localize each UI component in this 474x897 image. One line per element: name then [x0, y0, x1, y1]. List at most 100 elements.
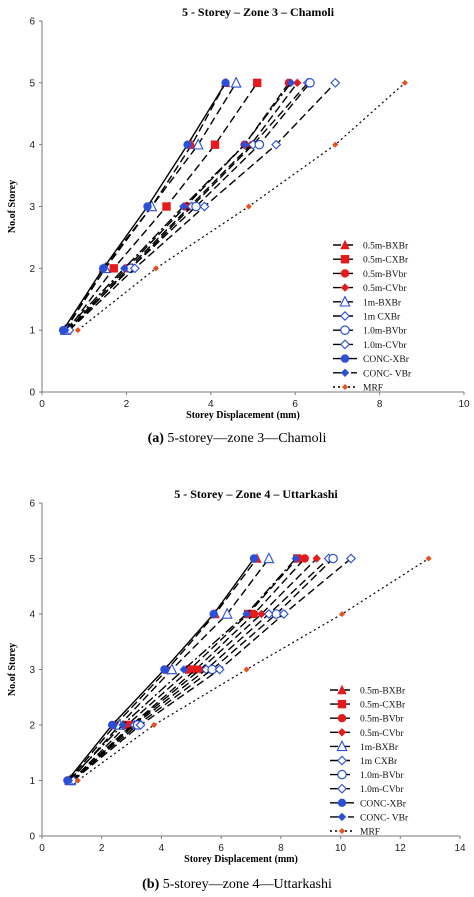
x-tick-label: 4 [159, 843, 165, 854]
legend-marker [339, 295, 351, 307]
legend-label: CONC-XBr [360, 799, 407, 809]
data-point [243, 666, 250, 673]
data-point [305, 78, 315, 88]
data-point [122, 720, 132, 730]
y-tick-label: 2 [29, 721, 35, 732]
x-tick-label: 8 [278, 843, 284, 854]
caption-a: (a) 5-storey—zone 3—Chamoli [147, 431, 327, 446]
data-point [249, 554, 259, 563]
data-point [286, 78, 296, 88]
x-tick-label: 4 [208, 399, 214, 410]
legend-label: 1m CXBr [363, 313, 401, 323]
data-point [312, 554, 321, 563]
x-tick-label: 0 [39, 399, 45, 410]
x-tick-label: 12 [395, 843, 407, 854]
x-tick-label: 2 [124, 399, 130, 410]
data-point [249, 609, 259, 619]
series-7 [68, 553, 356, 786]
x-axis-label: Storey Displacement (mm) [186, 410, 300, 421]
legend-marker [340, 269, 350, 278]
legend-marker [337, 684, 347, 695]
series-line [66, 82, 311, 331]
legend-label: 0.5m-BVbr [363, 270, 407, 280]
legend-label: CONC- VBr [360, 813, 409, 823]
legend-marker [337, 798, 347, 807]
y-tick-label: 3 [29, 665, 35, 676]
data-point [209, 609, 218, 619]
x-tick-label: 14 [454, 843, 466, 854]
data-point [230, 76, 242, 88]
data-point [107, 720, 117, 730]
data-point [166, 663, 178, 675]
chart-title: 5 - Storey – Zone 4 – Uttarkashi [174, 487, 338, 501]
chart-1: 0 1 2 3 4 5 6 0 2 4 6 8 10 5 - Storey – Zone 3 – Cham… [7, 5, 470, 421]
legend-marker [340, 339, 350, 350]
legend-marker [342, 384, 348, 390]
legend-marker [337, 783, 347, 794]
data-point [425, 555, 432, 562]
data-point [199, 201, 210, 212]
legend-label: 1.0m-BVbr [360, 771, 404, 781]
data-point [183, 140, 192, 149]
y-tick-label: 0 [29, 388, 35, 399]
legend-label: 0.5m-BVbr [360, 715, 404, 725]
data-point [143, 202, 152, 211]
legend-marker [340, 255, 350, 264]
y-tick-label: 2 [29, 264, 35, 275]
legend-label: MRF [363, 384, 383, 394]
y-tick-label: 0 [29, 832, 35, 843]
series-line [71, 557, 334, 782]
y-tick-label: 3 [29, 202, 35, 213]
series-9 [61, 78, 296, 335]
data-point [74, 777, 81, 784]
legend-marker [337, 812, 347, 822]
series-9 [64, 554, 300, 785]
legend-label: 1m CXBr [360, 757, 398, 767]
series-10 [74, 79, 408, 334]
y-tick-label: 5 [29, 554, 35, 565]
series-line [66, 82, 290, 331]
series-line [77, 82, 406, 331]
legend-marker [339, 828, 345, 834]
legend-marker [340, 354, 350, 363]
data-point [135, 720, 146, 730]
legend-marker [340, 368, 350, 377]
legend-label: 1.0m-CVbr [360, 785, 404, 795]
legend-label: 1m-BXBr [360, 743, 399, 753]
legend-marker [340, 239, 350, 250]
data-point [263, 552, 275, 564]
y-tick-label: 1 [29, 776, 35, 787]
data-point [300, 554, 309, 563]
data-point [221, 607, 233, 619]
data-point [242, 609, 251, 619]
data-point [185, 665, 194, 674]
data-point [346, 553, 356, 564]
data-point [74, 327, 81, 334]
legend-marker [340, 311, 350, 321]
y-tick-label: 1 [29, 326, 35, 337]
data-point [328, 553, 338, 564]
data-point [179, 202, 188, 211]
legend-marker [336, 739, 348, 752]
legend-marker [337, 755, 347, 766]
series-7 [64, 77, 341, 336]
legend: 0.5m-BXBr 0.5m-CXBr 0.5m-BVbr 0.5m-CVbr 1m-B… [330, 684, 409, 838]
x-tick-label: 6 [292, 399, 298, 410]
series-8 [63, 554, 259, 785]
data-point [150, 722, 157, 728]
legend: 0.5m-BXBr 0.5m-CXBr 0.5m-BVbr 0.5m-CVbr 1m-B… [333, 239, 412, 394]
legend-label: 1.0m-BVbr [363, 327, 407, 337]
y-axis-label: No.of Storey [7, 180, 18, 233]
legend-label: 0.5m-CXBr [363, 256, 409, 266]
data-point [254, 139, 265, 150]
data-point [214, 664, 225, 675]
legend-marker [340, 325, 350, 335]
y-tick-label: 6 [29, 499, 35, 510]
data-point [263, 609, 274, 619]
legend-label: 0.5m-CVbr [360, 729, 404, 739]
data-point [278, 609, 289, 619]
data-point [191, 665, 200, 674]
legend-label: CONC- VBr [363, 369, 412, 379]
